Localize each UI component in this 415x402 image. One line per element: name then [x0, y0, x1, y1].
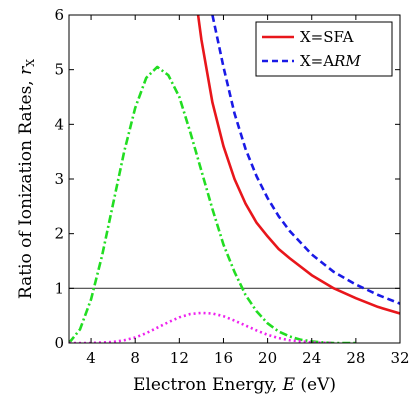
legend-entry-sfa: X=SFA — [300, 28, 354, 46]
x-tick-label: 4 — [86, 349, 96, 367]
legend-entry-sfa-prefix: X= — [300, 28, 323, 46]
x-tick-label: 16 — [214, 349, 233, 367]
x-tick-label: 8 — [130, 349, 140, 367]
y-axis-label-main: Ratio of Ionization Rates, — [16, 75, 36, 299]
legend: X=SFA X=ARM — [255, 21, 393, 77]
series-magenta-line — [69, 311, 334, 343]
y-axis-label-sub: X — [24, 59, 37, 67]
y-tick-label: 3 — [54, 170, 64, 188]
y-tick-label: 0 — [54, 334, 64, 352]
x-axis-label: Electron Energy, E (eV) — [133, 375, 336, 395]
series-green-line — [69, 65, 356, 343]
y-axis-label-var: r — [16, 66, 36, 75]
x-tick-label: 20 — [258, 349, 277, 367]
x-tick-label: 24 — [302, 349, 321, 367]
legend-entry-arm-label: RM — [333, 52, 361, 70]
x-tick-label: 32 — [390, 349, 409, 367]
x-axis-label-unit: (eV) — [295, 375, 336, 395]
legend-entry-arm-prefix: X=A — [300, 52, 334, 70]
x-tick-label: 28 — [346, 349, 365, 367]
legend-entry-arm: X=ARM — [300, 52, 361, 70]
x-axis-label-var: E — [282, 375, 296, 395]
x-tick-label: 12 — [170, 349, 189, 367]
y-tick-label: 1 — [54, 279, 64, 297]
y-tick-label: 4 — [54, 115, 64, 133]
legend-box — [255, 21, 393, 77]
y-tick-label: 2 — [54, 225, 64, 243]
x-axis-label-main: Electron Energy, — [133, 375, 283, 395]
series-arm-line — [211, 15, 400, 305]
legend-entry-sfa-label: SFA — [323, 28, 353, 46]
y-axis-label: Ratio of Ionization Rates, rX — [16, 59, 37, 299]
series-sfa-line — [196, 15, 400, 315]
y-tick-label: 5 — [54, 61, 64, 79]
y-tick-label: 6 — [54, 6, 64, 24]
